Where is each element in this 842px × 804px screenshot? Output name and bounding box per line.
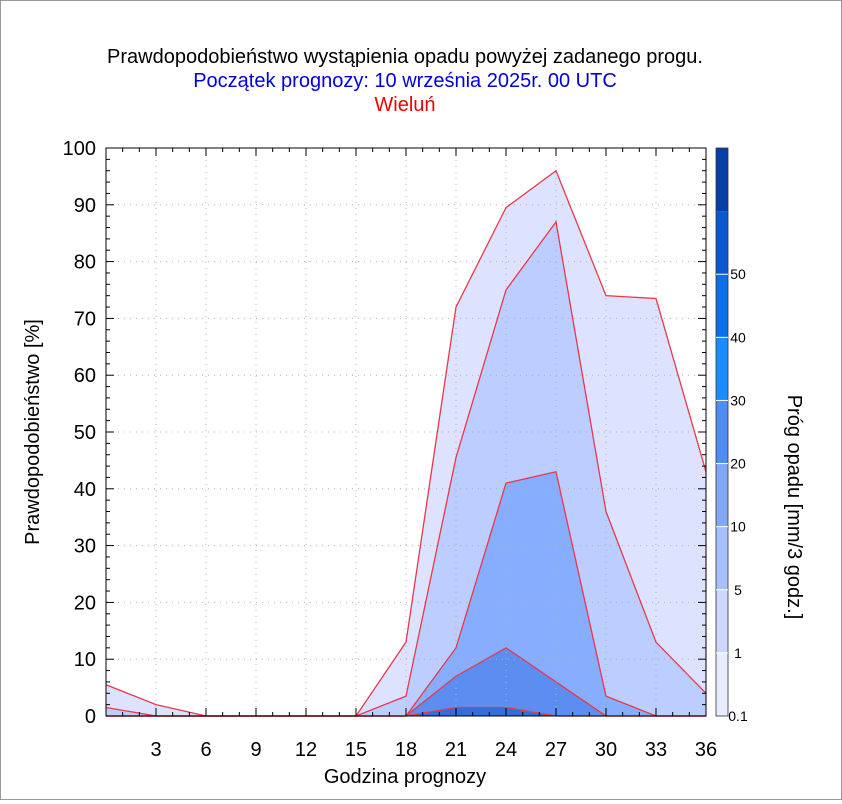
- chart-title: Prawdopodobieństwo wystąpienia opadu pow…: [107, 46, 703, 68]
- colorbar-band: [716, 463, 728, 527]
- colorbar-tick-label: 50: [730, 266, 746, 282]
- y-tick-label: 0: [85, 706, 96, 728]
- x-tick-label: 36: [695, 739, 717, 761]
- colorbar-tick-label: 10: [730, 519, 746, 535]
- chart-location: Wieluń: [374, 94, 435, 116]
- x-tick-label: 3: [150, 739, 161, 761]
- x-tick-label: 6: [200, 739, 211, 761]
- y-tick-label: 80: [74, 252, 96, 274]
- x-tick-label: 30: [595, 739, 617, 761]
- colorbar-band: [716, 526, 728, 590]
- colorbar-band: [716, 652, 728, 716]
- colorbar-band: [716, 274, 728, 338]
- y-tick-label: 10: [74, 649, 96, 671]
- colorbar-band: [716, 337, 728, 401]
- x-axis-label: Godzina prognozy: [324, 766, 486, 788]
- colorbar-tick-label: 20: [730, 456, 746, 472]
- colorbar-tick-label: 1: [734, 645, 742, 661]
- y-tick-label: 20: [74, 592, 96, 614]
- x-tick-label: 15: [345, 739, 367, 761]
- colorbar-tick-label: 30: [730, 392, 746, 408]
- x-tick-label: 27: [545, 739, 567, 761]
- x-tick-label: 12: [295, 739, 317, 761]
- y-tick-label: 70: [74, 308, 96, 330]
- colorbar-band: [716, 211, 728, 275]
- x-tick-label: 9: [250, 739, 261, 761]
- y-tick-label: 30: [74, 536, 96, 558]
- colorbar-band: [716, 589, 728, 653]
- colorbar-band: [716, 400, 728, 464]
- colorbar-tick-label: 0.1: [728, 708, 748, 724]
- colorbar-band: [716, 148, 728, 212]
- y-tick-label: 50: [74, 422, 96, 444]
- colorbar: 0.1 1 5 10 20 30 40 50: [715, 147, 748, 724]
- x-tick-label: 33: [645, 739, 667, 761]
- colorbar-tick-label: 5: [734, 582, 742, 598]
- colorbar-label: Próg opadu [mm/3 godz.]: [783, 395, 805, 620]
- y-tick-label: 100: [63, 138, 96, 160]
- x-tick-label: 18: [395, 739, 417, 761]
- x-tick-label: 21: [445, 739, 467, 761]
- x-tick-label: 24: [495, 739, 517, 761]
- y-axis-label: Prawdopodobieństwo [%]: [22, 319, 44, 545]
- chart-subtitle: Początek prognozy: 10 września 2025r. 00…: [193, 70, 617, 92]
- plot-border: [105, 147, 707, 717]
- y-tick-label: 90: [74, 195, 96, 217]
- colorbar-tick-label: 40: [730, 329, 746, 345]
- grid-lines: [106, 148, 706, 716]
- area-threshold-3: [106, 647, 706, 716]
- y-tick-label: 40: [74, 479, 96, 501]
- colorbar-border: [715, 147, 729, 717]
- y-tick-label: 60: [74, 365, 96, 387]
